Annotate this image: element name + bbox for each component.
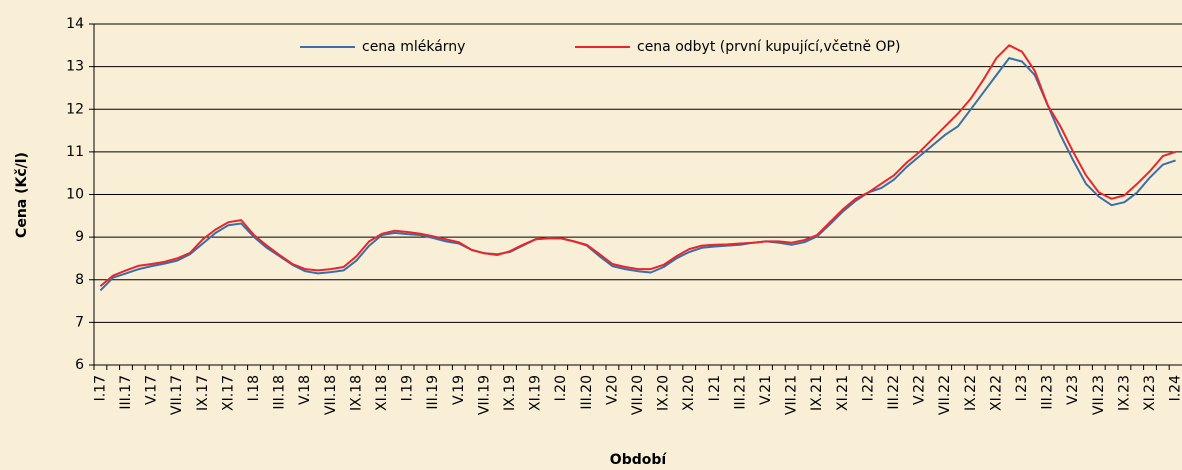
x-tick-label: III.22 <box>886 375 902 410</box>
x-tick-label: V.18 <box>297 375 313 405</box>
x-tick-label: III.19 <box>425 375 441 410</box>
x-tick-label: VII.17 <box>169 375 185 415</box>
x-tick-label: V.21 <box>758 375 774 405</box>
x-tick-label: I.18 <box>246 375 262 401</box>
y-tick-label: 8 <box>75 272 84 288</box>
y-tick-label: 10 <box>66 187 84 203</box>
x-tick-label: V.22 <box>912 375 928 405</box>
y-tick-label: 12 <box>66 101 84 117</box>
x-axis-title: Období <box>610 452 668 468</box>
x-tick-label: I.21 <box>707 375 723 401</box>
x-tick-label: IX.21 <box>809 375 825 411</box>
series-line <box>99 57 1176 292</box>
x-tick-label: XI.22 <box>988 375 1004 411</box>
x-tick-label: XI.19 <box>528 375 544 411</box>
x-tick-label: III.20 <box>579 375 595 410</box>
x-tick-label: IX.19 <box>502 375 518 411</box>
x-tick-label: VII.23 <box>1091 375 1107 415</box>
x-tick-label: V.19 <box>451 375 467 405</box>
x-tick-label: I.19 <box>400 375 416 401</box>
x-tick-label: VII.22 <box>937 375 953 415</box>
x-tick-label: IX.18 <box>348 375 364 411</box>
y-tick-label: 9 <box>75 229 84 245</box>
x-tick-label: XI.23 <box>1142 375 1158 411</box>
x-tick-label: I.20 <box>553 375 569 401</box>
x-tick-label: III.23 <box>1040 375 1056 410</box>
legend-label: cena mlékárny <box>362 39 465 55</box>
y-axis-title: Cena (Kč/l) <box>14 152 30 238</box>
x-tick-label: V.20 <box>604 375 620 405</box>
x-tick-label: IX.17 <box>195 375 211 411</box>
y-tick-label: 11 <box>66 144 84 160</box>
x-tick-label: XI.17 <box>220 375 236 411</box>
x-tick-label: I.24 <box>1168 375 1182 401</box>
legend-label: cena odbyt (první kupující,včetně OP) <box>637 39 900 55</box>
series-line <box>99 44 1176 287</box>
x-tick-label: I.23 <box>1014 375 1030 401</box>
y-tick-label: 7 <box>75 314 84 330</box>
x-tick-label: V.23 <box>1065 375 1081 405</box>
x-tick-label: XI.21 <box>835 375 851 411</box>
x-tick-label: IX.23 <box>1116 375 1132 411</box>
x-tick-label: XI.20 <box>681 375 697 411</box>
x-tick-label: VII.18 <box>323 375 339 415</box>
x-tick-label: IX.20 <box>656 375 672 411</box>
x-tick-label: IX.22 <box>963 375 979 411</box>
x-tick-label: III.21 <box>732 375 748 410</box>
y-tick-label: 6 <box>75 357 84 373</box>
y-tick-label: 14 <box>66 16 84 32</box>
x-tick-label: XI.18 <box>374 375 390 411</box>
x-tick-label: V.17 <box>144 375 160 405</box>
x-tick-label: VII.20 <box>630 375 646 415</box>
x-tick-label: III.18 <box>272 375 288 410</box>
x-tick-label: III.17 <box>118 375 134 410</box>
x-tick-label: VII.21 <box>784 375 800 415</box>
x-tick-label: I.22 <box>860 375 876 401</box>
x-tick-label: VII.19 <box>476 375 492 415</box>
x-tick-label: I.17 <box>92 375 108 401</box>
y-tick-label: 13 <box>66 59 84 75</box>
